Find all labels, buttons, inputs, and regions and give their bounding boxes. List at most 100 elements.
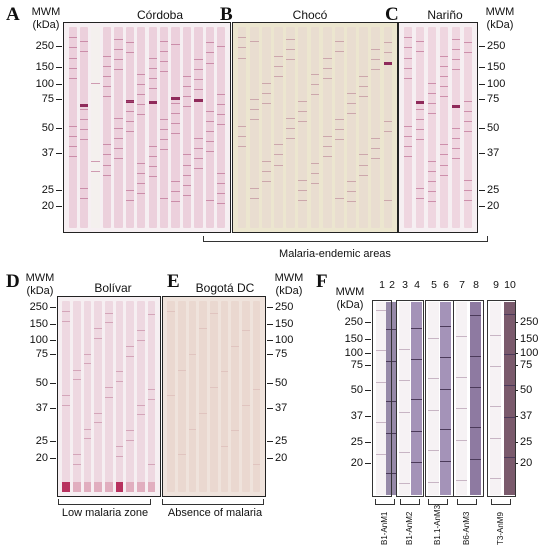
antigen-bracket [375,499,395,505]
band [310,74,320,76]
strip [383,27,393,228]
band [137,404,145,406]
band [411,399,422,401]
strip [137,27,146,228]
band [105,387,113,389]
band [171,102,180,104]
band [334,129,344,131]
lane-number-9: 9 [493,279,499,291]
lane-number-1: 1 [379,279,385,291]
strip-pair-frame [425,300,454,497]
marker-tick [267,441,273,442]
band [91,171,100,173]
band [217,45,226,47]
marker-tick [365,322,371,323]
band [440,154,448,156]
band [237,126,247,128]
strip-handle [83,482,92,492]
band [490,366,501,367]
membrane-choco [232,22,398,233]
strip-pair-frame [453,300,484,497]
band [416,139,424,141]
band [115,446,124,448]
strip [231,301,240,492]
marker-label: 25 [35,435,48,447]
strip [298,27,308,228]
band [147,314,156,316]
antigen-label-T3-AnM9: T3-AnM9 [496,512,505,545]
band [68,136,77,138]
band [188,428,197,430]
marker-label: 100 [35,78,54,90]
strip-lane-7 [456,302,467,495]
membrane-bogota [162,296,266,497]
band [62,310,71,312]
antigen-label-B1-AnM1: B1-AnM1 [380,511,389,545]
band [274,75,283,77]
band [114,157,123,159]
band [205,62,214,64]
panel-c-letter: C [385,4,399,25]
band [194,89,203,91]
band [404,67,412,69]
band [217,114,226,116]
band [428,191,436,193]
lane-number-7: 7 [459,279,465,291]
band [148,156,157,158]
band [125,199,134,201]
marker-label: 50 [41,122,54,134]
strip [322,27,332,228]
band [148,77,157,79]
band [464,52,472,54]
band [194,157,203,159]
band [490,406,501,408]
band [115,455,124,457]
band [199,412,208,414]
band [464,42,472,44]
band [274,144,283,146]
band [160,149,169,151]
marker-label: 37 [487,147,500,159]
marker-label: 100 [344,347,363,359]
band [160,119,169,121]
bracket-endemic [203,236,488,242]
band [440,164,448,166]
strip [188,301,197,492]
lane-number-3: 3 [402,279,408,291]
marker-tick [56,128,62,129]
band [440,95,448,97]
strip [217,27,226,228]
strip [242,301,250,492]
band [126,439,135,441]
band [68,77,77,79]
band [217,94,226,96]
marker-tick [365,390,371,391]
band [383,131,393,133]
band [205,151,214,153]
strip [171,27,180,228]
strip [91,27,100,228]
marker-label: 75 [275,348,288,360]
marker-label: 25 [520,436,533,448]
marker-label: 50 [487,122,500,134]
band [80,50,89,52]
antigen-label-B1.1-AnM3: B1.1-AnM3 [433,504,442,545]
band [210,387,218,389]
marker-label: 20 [275,452,288,464]
strip [126,301,135,492]
band [249,197,259,199]
band [137,172,146,174]
marker-tick [50,324,56,325]
band [73,369,81,371]
band [298,199,308,201]
marker-tick [50,354,56,355]
band [137,114,146,116]
strip [464,27,472,228]
strip-pair-frame [487,300,516,497]
band [383,121,393,123]
band [504,353,515,355]
antigen-bracket [428,499,448,505]
band [237,57,247,59]
band [115,371,124,373]
band [452,105,460,108]
